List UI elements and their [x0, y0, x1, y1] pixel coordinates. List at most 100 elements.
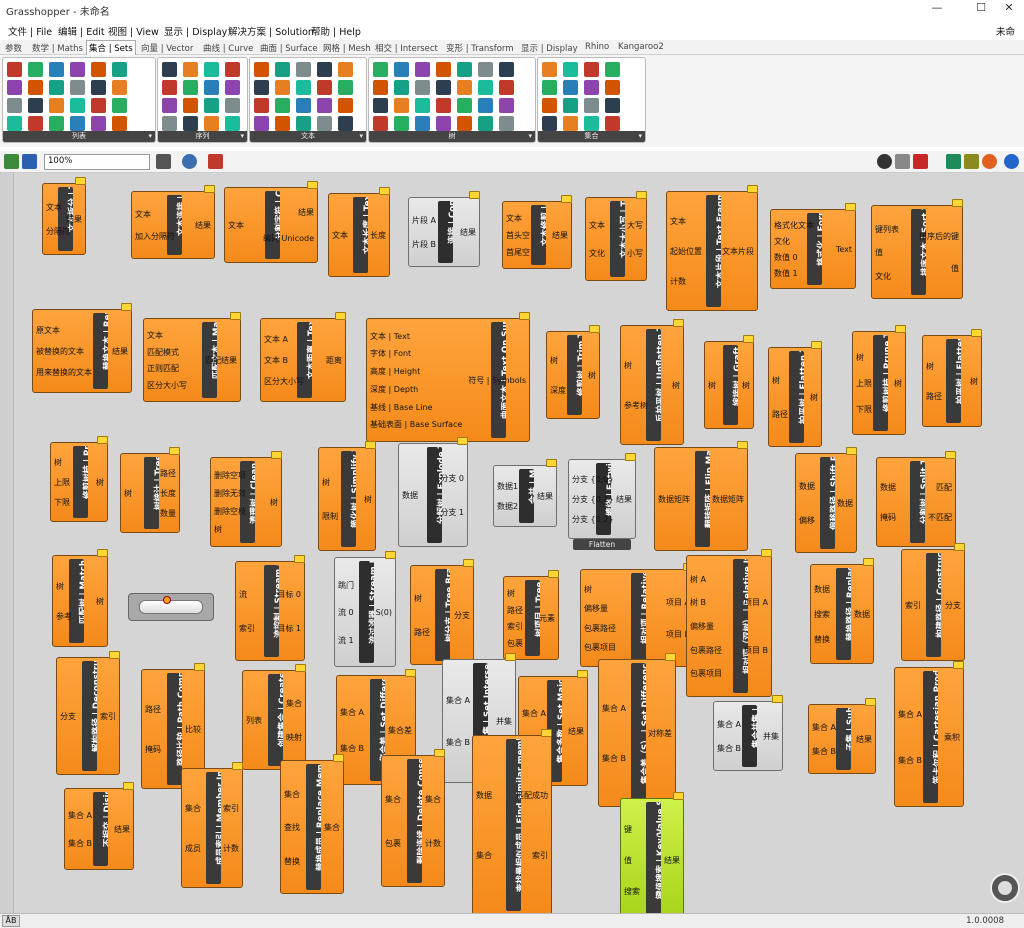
ribbon-component-icon[interactable]	[394, 116, 409, 131]
input-param[interactable]: 深度	[550, 386, 566, 395]
input-param[interactable]: 包裹	[385, 839, 401, 848]
output-param[interactable]: 符号 | Symbols	[468, 376, 526, 385]
input-param[interactable]: 树	[584, 585, 592, 594]
output-param[interactable]: 乘积	[944, 733, 960, 742]
component-trim-tree[interactable]: 修剪树 | Trim Tree 树深度 树	[546, 325, 600, 419]
ribbon-component-icon[interactable]	[275, 98, 290, 113]
input-param[interactable]: 文本	[228, 221, 244, 230]
ribbon-component-icon[interactable]	[563, 98, 578, 113]
ribbon-component-icon[interactable]	[563, 62, 578, 77]
input-param[interactable]: 格式化文本	[774, 221, 814, 230]
component-text-on-surface[interactable]: 曲面文本 | Text On Surface 文本 | Text 字体 | Font…	[366, 312, 530, 442]
ribbon-component-icon[interactable]	[49, 80, 64, 95]
input-param[interactable]: 加入分隔符	[135, 232, 175, 241]
output-param[interactable]: 分支	[454, 611, 470, 620]
output-param[interactable]: 集合	[286, 699, 302, 708]
ribbon-component-icon[interactable]	[394, 80, 409, 95]
ribbon-component-icon[interactable]	[317, 80, 332, 95]
ribbon-component-icon[interactable]	[91, 98, 106, 113]
tab-kangaroo2[interactable]: Kangaroo2	[618, 42, 664, 52]
input-param[interactable]: 值	[624, 856, 632, 865]
output-param[interactable]: 分支 0	[440, 474, 464, 483]
ribbon-component-icon[interactable]	[415, 116, 430, 131]
input-param[interactable]: 集合 B	[68, 839, 93, 848]
input-param[interactable]: 包裹路径	[584, 624, 616, 633]
output-param[interactable]: 索引	[100, 712, 116, 721]
input-param[interactable]: 树 B	[690, 598, 707, 607]
tab-sets[interactable]: 集合 | Sets	[86, 40, 136, 55]
input-param[interactable]: 集合 A	[717, 720, 742, 729]
output-param[interactable]: 映射	[286, 733, 302, 742]
ribbon-component-icon[interactable]	[317, 62, 332, 77]
ribbon-component-icon[interactable]	[28, 80, 43, 95]
minimize-button[interactable]: —	[931, 1, 943, 14]
ribbon-component-icon[interactable]	[563, 80, 578, 95]
component-text-length[interactable]: 文本长度 | Text Length 文本 长度	[328, 187, 390, 277]
ribbon-component-icon[interactable]	[49, 116, 64, 131]
tab-params[interactable]: 参数	[5, 44, 23, 54]
output-param[interactable]: 编码 Unicode	[263, 234, 314, 243]
component-set-union[interactable]: 集合并集 | Set Union 集合 A 集合 B 并集	[713, 695, 783, 771]
input-param[interactable]: 路径	[145, 705, 161, 714]
ribbon-component-icon[interactable]	[338, 98, 353, 113]
ribbon-component-icon[interactable]	[162, 98, 177, 113]
preview-off-icon[interactable]	[877, 154, 892, 169]
input-param[interactable]: 文本	[147, 331, 163, 340]
output-param[interactable]: 匹配	[936, 483, 952, 492]
ribbon-component-icon[interactable]	[225, 80, 240, 95]
component-match-tree[interactable]: 匹配树 | Match Tree 树参考 树	[52, 549, 108, 647]
output-param[interactable]: 数据矩阵	[712, 495, 744, 504]
input-param[interactable]: 片段 A	[412, 216, 437, 225]
input-param[interactable]: 路径	[507, 606, 523, 615]
input-param[interactable]: 分支 {0;2}	[572, 515, 614, 524]
expand-icon[interactable]: ▾	[240, 132, 244, 140]
preview-eye-icon[interactable]	[182, 154, 197, 169]
ribbon-component-icon[interactable]	[275, 62, 290, 77]
output-param[interactable]: 计数	[425, 839, 441, 848]
input-param[interactable]: 起始位置	[670, 247, 702, 256]
input-param[interactable]: 集合 A	[446, 696, 471, 705]
ribbon-component-icon[interactable]	[7, 62, 22, 77]
input-param[interactable]: 流 0	[338, 608, 354, 617]
ribbon-component-icon[interactable]	[112, 98, 127, 113]
ribbon-component-icon[interactable]	[112, 116, 127, 131]
output-param[interactable]: 树	[96, 478, 104, 487]
output-param[interactable]: S(0)	[375, 608, 392, 617]
ribbon-component-icon[interactable]	[162, 80, 177, 95]
input-param[interactable]: 高度 | Height	[370, 367, 421, 376]
input-param[interactable]: 集合 B	[446, 738, 471, 747]
ribbon-component-icon[interactable]	[478, 98, 493, 113]
input-param[interactable]: 文本	[670, 217, 686, 226]
input-param[interactable]: 树 A	[690, 575, 707, 584]
ribbon-component-icon[interactable]	[275, 116, 290, 131]
tab-surface[interactable]: 曲面 | Surface	[260, 44, 318, 54]
ribbon-component-icon[interactable]	[317, 98, 332, 113]
ribbon-component-icon[interactable]	[457, 98, 472, 113]
ribbon-component-icon[interactable]	[605, 62, 620, 77]
ribbon-component-icon[interactable]	[415, 80, 430, 95]
output-param[interactable]: 结果	[616, 495, 632, 504]
ribbon-component-icon[interactable]	[436, 98, 451, 113]
component-tree-branch[interactable]: 树分支 | Tree Branch 树路径 分支	[410, 559, 474, 665]
input-param[interactable]: 查找	[284, 823, 300, 832]
ribbon-component-icon[interactable]	[584, 98, 599, 113]
input-param[interactable]: 文本 | Text	[370, 332, 410, 341]
output-param[interactable]: 排序后的键	[919, 232, 959, 241]
output-param[interactable]: 路径	[160, 469, 176, 478]
tab-intersect[interactable]: 相交 | Intersect	[375, 44, 438, 54]
ribbon-component-icon[interactable]	[162, 116, 177, 131]
input-param[interactable]: 数据2	[497, 502, 519, 511]
input-param[interactable]: 计数	[670, 277, 686, 286]
input-param[interactable]: 文本 A	[264, 335, 289, 344]
input-param[interactable]: 集合 B	[812, 747, 837, 756]
bake-icon[interactable]	[946, 154, 961, 169]
input-param[interactable]: 键	[624, 825, 632, 834]
preview-wire-icon[interactable]	[895, 154, 910, 169]
input-param[interactable]: 流 1	[338, 636, 354, 645]
component-replace-paths[interactable]: 替换路径 | Replace Paths数据搜索替换数据	[810, 558, 874, 664]
component-disjoint[interactable]: 不相交 | Disjoint 集合 A 集合 B 结果	[64, 782, 134, 870]
